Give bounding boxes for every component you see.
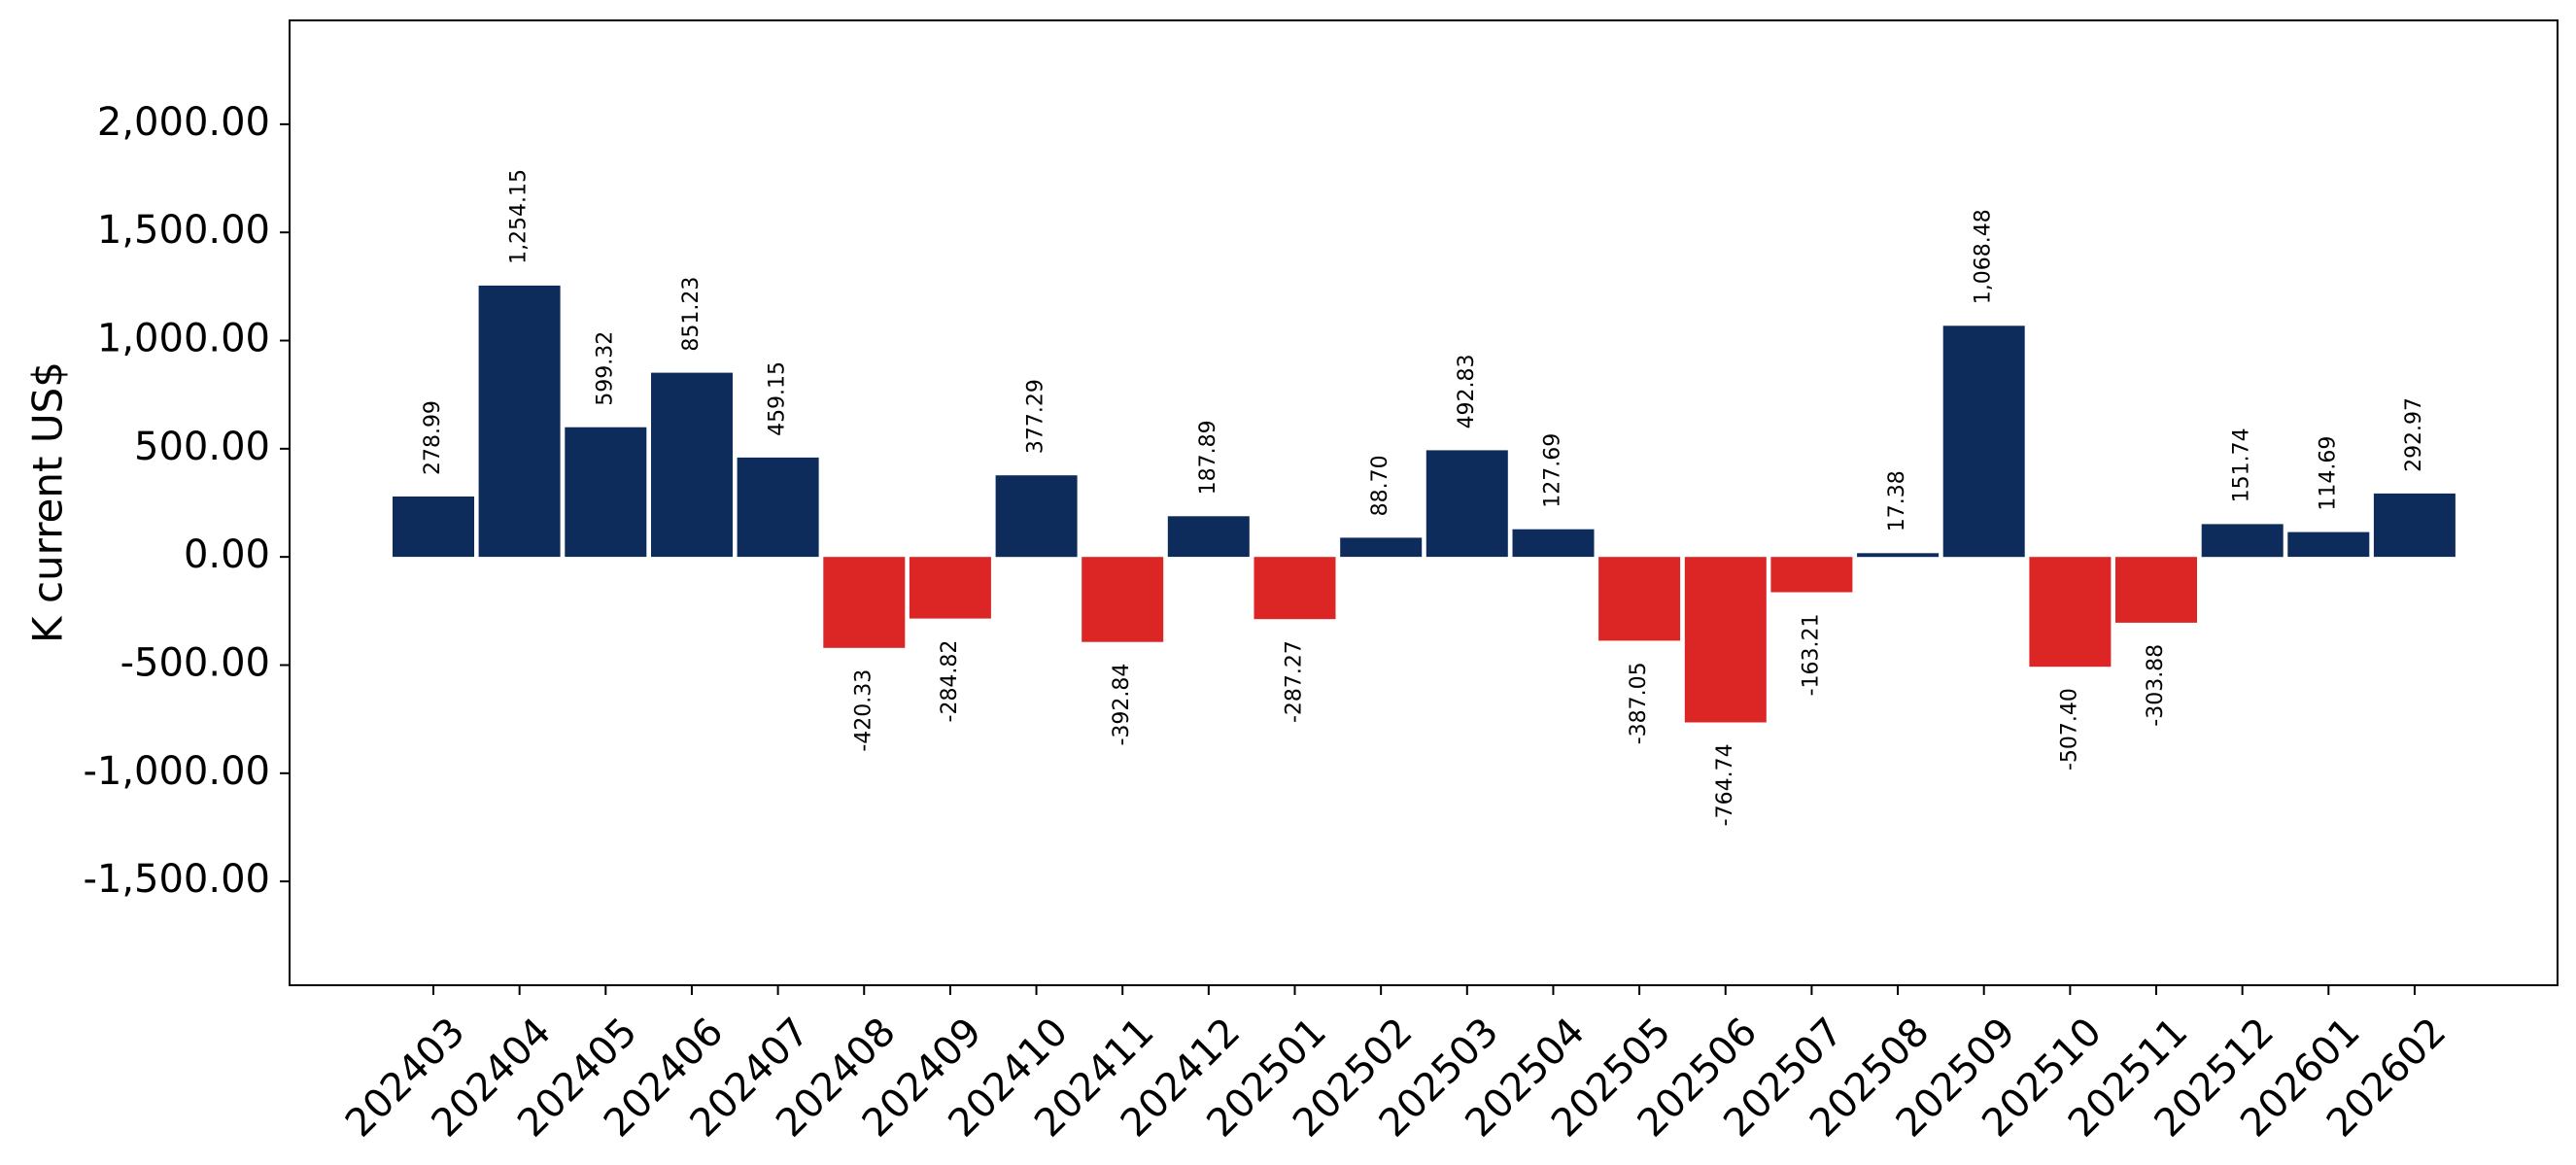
data-label-202409: -284.82 — [938, 640, 962, 723]
bars-layer — [393, 285, 2456, 723]
data-label-202510: -507.40 — [2057, 688, 2081, 771]
bar-202405 — [565, 427, 647, 558]
bar-202403 — [393, 497, 474, 558]
data-label-202411: -392.84 — [1110, 664, 1134, 746]
y-tick-label-3: 0.00 — [184, 532, 270, 577]
y-tick-label-4: 500.00 — [134, 425, 270, 469]
bar-202406 — [651, 372, 733, 558]
data-label-202503: 492.83 — [1455, 354, 1479, 428]
data-label-202509: 1,068.48 — [1972, 209, 1996, 304]
y-tick-label-0: -1,500.00 — [83, 857, 270, 902]
data-labels-layer: 278.99 1,254.15 599.32 851.23 459.15 -420.33 -… — [421, 169, 2426, 826]
data-label-202601: 114.69 — [2316, 436, 2340, 511]
y-tick-label-1: -1,000.00 — [83, 749, 270, 794]
data-label-202505: -387.05 — [1627, 662, 1651, 744]
bar-202408 — [823, 557, 906, 648]
data-label-202501: -287.27 — [1283, 640, 1307, 723]
plot-frame — [289, 19, 2559, 986]
data-label-202502: 88.70 — [1368, 455, 1392, 516]
bar-202602 — [2373, 493, 2456, 558]
bar-202507 — [1770, 557, 1853, 593]
bar-202508 — [1857, 553, 1940, 558]
data-label-202504: 127.69 — [1540, 433, 1564, 508]
bar-202512 — [2201, 524, 2284, 558]
bar-202504 — [1512, 529, 1595, 558]
y-tick-label-6: 1,500.00 — [97, 208, 270, 253]
bar-202511 — [2115, 557, 2197, 623]
bar-202501 — [1254, 557, 1336, 620]
data-label-202507: -163.21 — [1799, 613, 1823, 696]
data-label-202412: 187.89 — [1196, 420, 1220, 495]
data-label-202407: 459.15 — [766, 361, 790, 436]
bar-202601 — [2287, 531, 2370, 558]
data-label-202508: 17.38 — [1885, 470, 1909, 531]
bar-202503 — [1425, 450, 1508, 558]
y-axis: -1,500.00 -1,000.00 -500.00 0.00 500.00 1,000… — [83, 100, 290, 902]
bar-202509 — [1942, 326, 2025, 558]
data-label-202406: 851.23 — [679, 277, 704, 352]
data-label-202404: 1,254.15 — [507, 169, 532, 264]
bar-202510 — [2029, 557, 2112, 668]
data-label-202511: -303.88 — [2144, 644, 2168, 727]
bar-202407 — [737, 457, 819, 558]
data-label-202410: 377.29 — [1024, 379, 1048, 454]
y-tick-label-7: 2,000.00 — [97, 100, 270, 145]
bar-202505 — [1598, 557, 1681, 641]
bar-202404 — [478, 285, 561, 558]
x-axis: 2024032024042024052024062024072024082024… — [337, 985, 2455, 1146]
data-label-202512: 151.74 — [2230, 428, 2254, 502]
bar-202502 — [1340, 537, 1423, 558]
data-label-202506: -764.74 — [1713, 743, 1737, 826]
data-label-202403: 278.99 — [421, 400, 445, 475]
bar-202409 — [909, 557, 991, 619]
y-tick-label-2: -500.00 — [120, 640, 270, 685]
data-label-202602: 292.97 — [2402, 397, 2426, 472]
bar-202411 — [1082, 557, 1164, 642]
data-label-202408: -420.33 — [851, 669, 876, 752]
y-axis-label: K current US$ — [24, 361, 72, 643]
bar-202506 — [1684, 557, 1767, 723]
data-label-202405: 599.32 — [593, 331, 617, 406]
bar-202412 — [1167, 516, 1250, 558]
bar-202410 — [995, 475, 1078, 558]
y-tick-label-5: 1,000.00 — [97, 317, 270, 361]
